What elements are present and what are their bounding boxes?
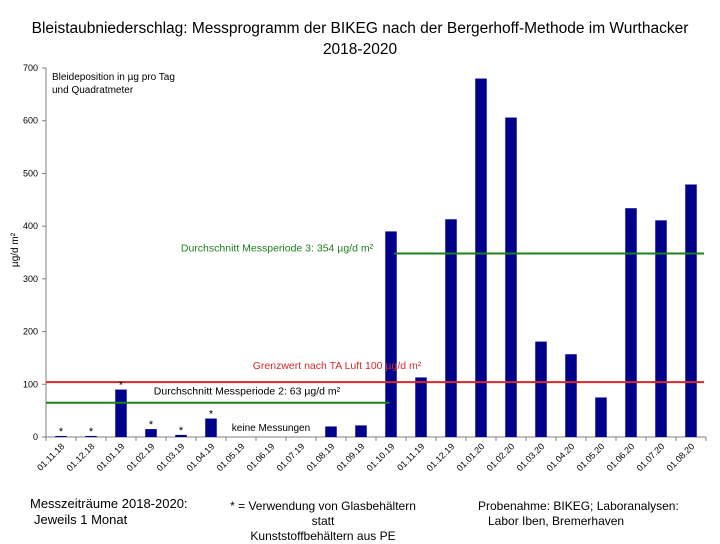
reference-line-label: Durchschnitt Messperiode 3: 354 µg/d m² <box>181 243 374 255</box>
footer-sampling-info: Probenahme: BIKEG; Laboranalysen: Labor … <box>478 499 679 529</box>
y-tick-label: 100 <box>23 379 38 389</box>
footer-measurement-periods: Messzeiträume 2018-2020: Jeweils 1 Monat <box>30 496 188 528</box>
chart-title-line-2: 2018-2020 <box>322 41 398 58</box>
bar <box>85 435 97 437</box>
reference-line-label: Grenzwert nach TA Luft 100 µg/d m² <box>253 360 422 372</box>
x-tick-label: 01.12.19 <box>425 441 457 473</box>
x-tick-label: 01.08.19 <box>305 441 337 473</box>
x-tick-label: 01.04.19 <box>185 441 217 473</box>
bar <box>655 220 667 437</box>
asterisk-marker: * <box>149 419 154 431</box>
bar <box>505 117 517 438</box>
x-tick-label: 01.01.20 <box>455 441 487 473</box>
bar <box>355 425 367 437</box>
bar <box>55 435 67 437</box>
x-tick-label: 01.04.20 <box>545 441 577 473</box>
y-tick-label: 200 <box>23 327 38 337</box>
x-tick-label: 01.02.20 <box>485 441 517 473</box>
y-tick-label: 400 <box>23 221 38 231</box>
footer-mid-line-2: Kunststoffbehältern aus PE <box>250 529 396 543</box>
footer-right-line-1: Probenahme: BIKEG; Laboranalysen: <box>478 499 679 513</box>
x-tick-label: 01.06.20 <box>605 441 637 473</box>
asterisk-marker: * <box>59 426 64 438</box>
bar <box>205 418 217 437</box>
bar <box>535 341 547 437</box>
bar <box>145 429 157 437</box>
chart-title-line-1: Bleistaubniederschlag: Messprogramm der … <box>31 20 689 37</box>
chart-bars <box>55 78 697 438</box>
bar <box>595 397 607 437</box>
bar <box>445 219 457 437</box>
x-tick-label: 01.03.19 <box>155 441 187 473</box>
y-tick-label: 300 <box>23 274 38 284</box>
x-tick-label: 01.12.18 <box>65 441 97 473</box>
bar <box>565 354 577 437</box>
asterisk-marker: * <box>209 409 214 421</box>
reference-lines <box>46 252 704 404</box>
chart-labels: Bleideposition in µg pro Tag und Quadratm… <box>52 72 422 438</box>
footer-mid-line-1: * = Verwendung von Glasbehältern statt <box>230 499 416 528</box>
bar <box>685 184 697 437</box>
chart-title: Bleistaubniederschlag: Messprogramm der … <box>0 18 720 60</box>
y-tick-label: 700 <box>23 63 38 73</box>
bar <box>415 377 427 437</box>
y-axis-title: µg/d m² <box>10 232 21 267</box>
bar <box>625 208 637 437</box>
bar <box>175 434 187 437</box>
footer-left-line-2: Jeweils 1 Monat <box>34 512 128 527</box>
x-tick-label: 01.10.19 <box>365 441 397 473</box>
bar <box>115 389 127 437</box>
bar <box>325 426 337 437</box>
x-tick-label: 01.05.20 <box>575 441 607 473</box>
x-tick-label: 01.08.20 <box>665 441 697 473</box>
x-tick-label: 01.06.19 <box>245 441 277 473</box>
footer-asterisk-note: * = Verwendung von Glasbehältern statt K… <box>218 499 428 544</box>
reference-line-label: Durchschnitt Messperiode 2: 63 µg/d m² <box>154 386 341 398</box>
bar <box>385 231 397 437</box>
footer-right-line-2: Labor Iben, Bremerhaven <box>488 514 625 528</box>
x-tick-label: 01.11.19 <box>395 441 426 472</box>
x-tick-label: 01.11.18 <box>35 441 66 472</box>
bar <box>475 78 487 438</box>
no-data-label: keine Messungen <box>232 423 310 434</box>
x-tick-label: 01.07.20 <box>635 441 667 473</box>
unit-note-line: Bleideposition in µg pro Tag <box>52 72 175 83</box>
x-tick-label: 01.02.19 <box>125 441 157 473</box>
x-tick-label: 01.07.19 <box>275 441 307 473</box>
x-tick-label: 01.03.20 <box>515 441 547 473</box>
asterisk-marker: * <box>119 380 124 392</box>
unit-note-line: und Quadratmeter <box>52 85 134 96</box>
x-tick-label: 01.05.19 <box>215 441 247 473</box>
asterisk-marker: * <box>89 426 94 438</box>
asterisk-marker: * <box>179 425 184 437</box>
y-tick-label: 500 <box>23 168 38 178</box>
x-tick-label: 01.01.19 <box>95 441 127 473</box>
y-tick-label: 600 <box>23 116 38 126</box>
y-tick-label: 0 <box>33 432 38 442</box>
x-tick-label: 01.09.19 <box>335 441 367 473</box>
footer-left-line-1: Messzeiträume 2018-2020: <box>30 496 188 511</box>
